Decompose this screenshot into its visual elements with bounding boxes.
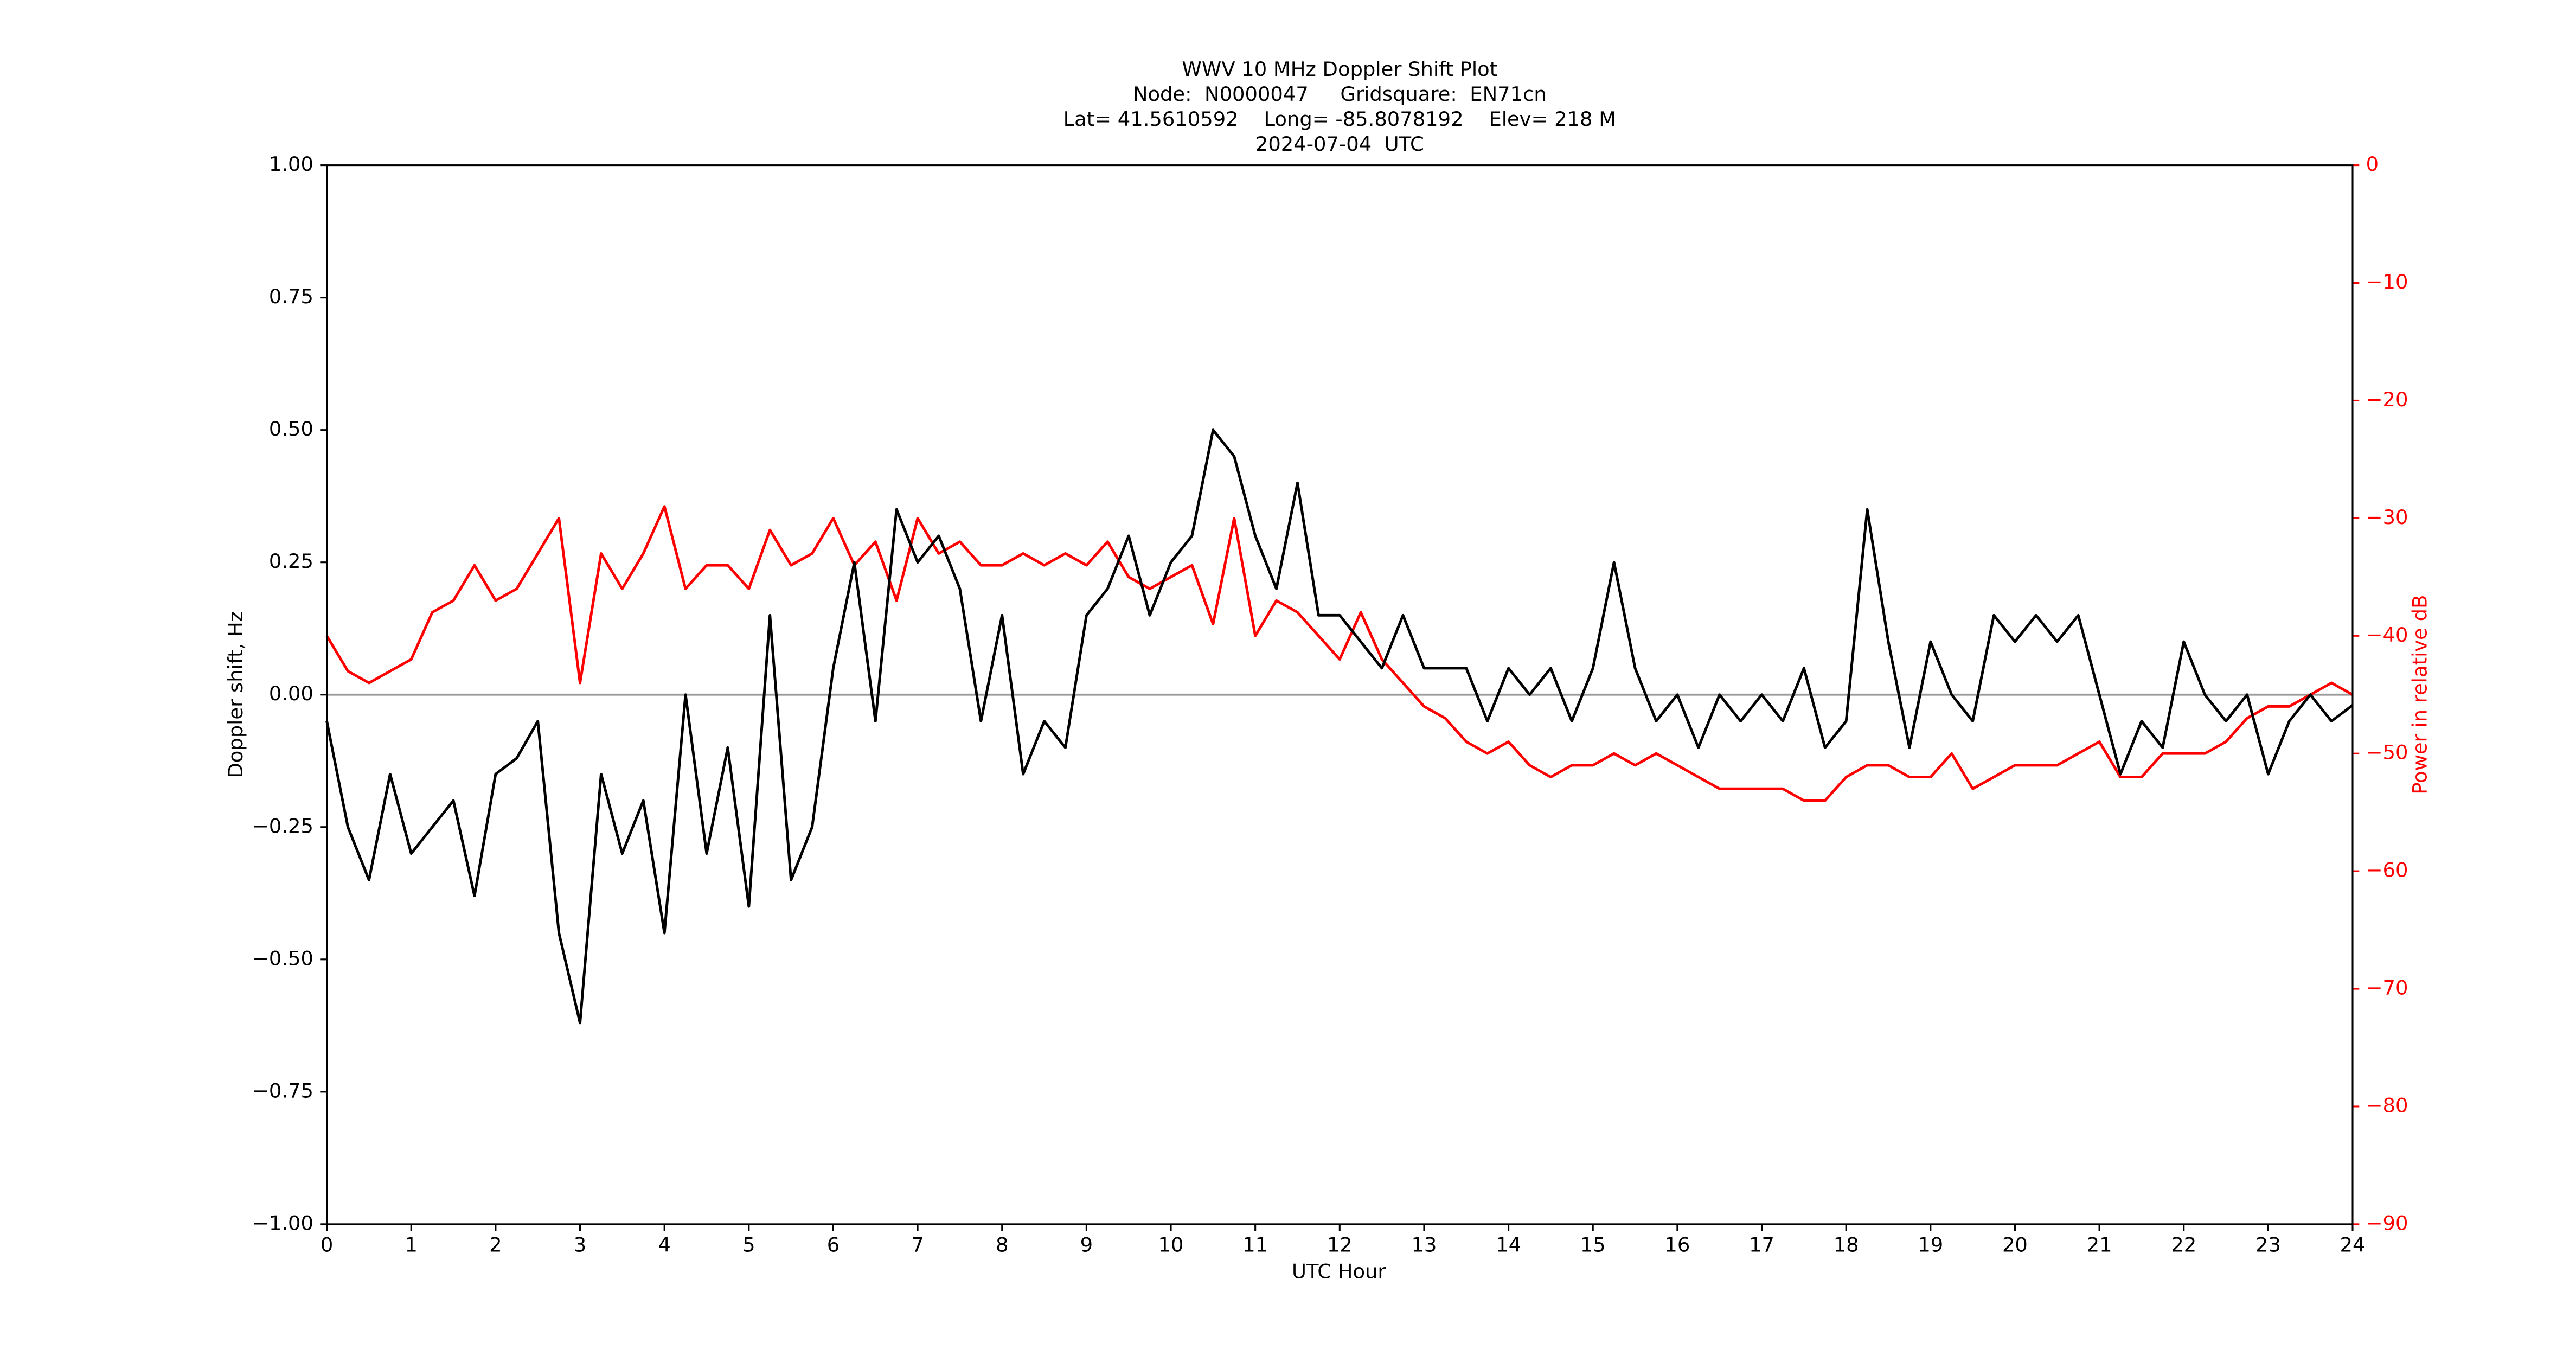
x-tick-label: 7	[911, 1233, 924, 1256]
x-tick-label: 20	[2002, 1233, 2028, 1256]
y2-tick-label: −70	[2366, 976, 2408, 1000]
x-tick-label: 1	[405, 1233, 417, 1256]
x-tick-label: 21	[2087, 1233, 2112, 1256]
y-tick-label: 0.25	[269, 549, 313, 573]
plot-frame	[326, 164, 2354, 1225]
y-axis-label: Doppler shift, Hz	[224, 611, 247, 778]
chart-title: Lat= 41.5610592 Long= -85.8078192 Elev= …	[1063, 107, 1616, 131]
x-tick-label: 12	[1327, 1233, 1353, 1256]
x-tick-label: 10	[1158, 1233, 1184, 1256]
x-tick-label: 22	[2171, 1233, 2196, 1256]
x-tick-label: 14	[1496, 1233, 1521, 1256]
x-tick-label: 6	[827, 1233, 840, 1256]
x-tick-label: 19	[1918, 1233, 1943, 1256]
x-tick-label: 23	[2255, 1233, 2281, 1256]
y-tick-label: 1.00	[269, 152, 313, 176]
x-tick-label: 4	[658, 1233, 670, 1256]
y2-tick-label: −10	[2366, 270, 2408, 293]
chart-title: 2024-07-04 UTC	[1255, 132, 1424, 156]
y-tick-label: −1.00	[252, 1211, 313, 1235]
x-tick-label: 8	[996, 1233, 1008, 1256]
y2-tick-label: −60	[2366, 859, 2408, 882]
y-tick-label: 0.75	[269, 285, 313, 308]
y-tick-label: −0.25	[252, 814, 313, 837]
y2-tick-label: −90	[2366, 1211, 2408, 1235]
x-tick-label: 17	[1749, 1233, 1774, 1256]
y2-tick-label: −20	[2366, 388, 2408, 411]
y2-tick-label: −30	[2366, 506, 2408, 529]
series-line	[325, 428, 2354, 1025]
x-axis-label: UTC Hour	[1292, 1260, 1386, 1283]
x-tick-label: 13	[1411, 1233, 1437, 1256]
x-tick-label: 11	[1242, 1233, 1268, 1256]
x-tick-label: 16	[1664, 1233, 1690, 1256]
y-tick-label: 0.00	[269, 682, 313, 705]
x-tick-label: 0	[321, 1233, 333, 1256]
x-tick-label: 5	[742, 1233, 755, 1256]
y2-axis-label: Power in relative dB	[2408, 595, 2432, 795]
y2-tick-label: 0	[2366, 152, 2379, 176]
x-tick-label: 15	[1580, 1233, 1606, 1256]
y2-tick-label: −50	[2366, 741, 2408, 764]
y2-tick-label: −80	[2366, 1093, 2408, 1117]
x-tick-label: 9	[1080, 1233, 1093, 1256]
x-tick-label: 24	[2340, 1233, 2366, 1256]
x-tick-label: 3	[574, 1233, 586, 1256]
y-tick-label: −0.75	[252, 1079, 313, 1102]
x-tick-label: 2	[489, 1233, 502, 1256]
chart-title: WWV 10 MHz Doppler Shift Plot	[1182, 57, 1497, 81]
chart-title: Node: N0000047 Gridsquare: EN71cn	[1133, 82, 1547, 106]
x-tick-label: 18	[1834, 1233, 1859, 1256]
y2-tick-label: −40	[2366, 623, 2408, 647]
series-line	[325, 505, 2354, 802]
y-tick-label: −0.50	[252, 946, 313, 970]
y-tick-label: 0.50	[269, 417, 313, 440]
